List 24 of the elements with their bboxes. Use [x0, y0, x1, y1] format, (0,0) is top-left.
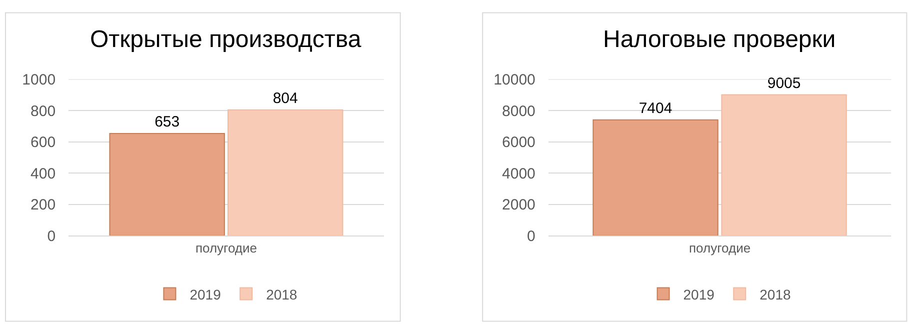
- chart-title: Налоговые проверки: [603, 26, 836, 53]
- y-tick-label: 0: [47, 228, 56, 245]
- y-tick-label: 1000: [22, 71, 56, 88]
- y-tick-label: 200: [30, 196, 56, 214]
- legend-label: 2018: [266, 286, 298, 302]
- y-tick-label: 8000: [502, 102, 536, 120]
- legend-label: 2018: [760, 286, 791, 302]
- y-tick-label: 800: [30, 102, 56, 120]
- data-label: 804: [272, 90, 298, 107]
- legend-label: 2019: [190, 286, 222, 302]
- chart-title: Открытые производства: [90, 26, 362, 53]
- y-tick-label: 600: [30, 134, 56, 152]
- x-tick-label: полугодие: [689, 240, 751, 256]
- y-tick-label: 400: [30, 165, 56, 182]
- data-label: 9005: [767, 74, 801, 92]
- y-tick-label: 4000: [502, 165, 536, 182]
- x-tick-label: полугодие: [195, 240, 257, 256]
- y-tick-label: 0: [527, 228, 536, 245]
- y-tick-label: 6000: [502, 134, 536, 152]
- y-tick-label: 10000: [494, 71, 536, 88]
- data-label: 653: [154, 114, 180, 131]
- y-tick-label: 2000: [502, 196, 536, 214]
- data-label: 7404: [638, 100, 672, 117]
- legend-label: 2019: [683, 286, 715, 302]
